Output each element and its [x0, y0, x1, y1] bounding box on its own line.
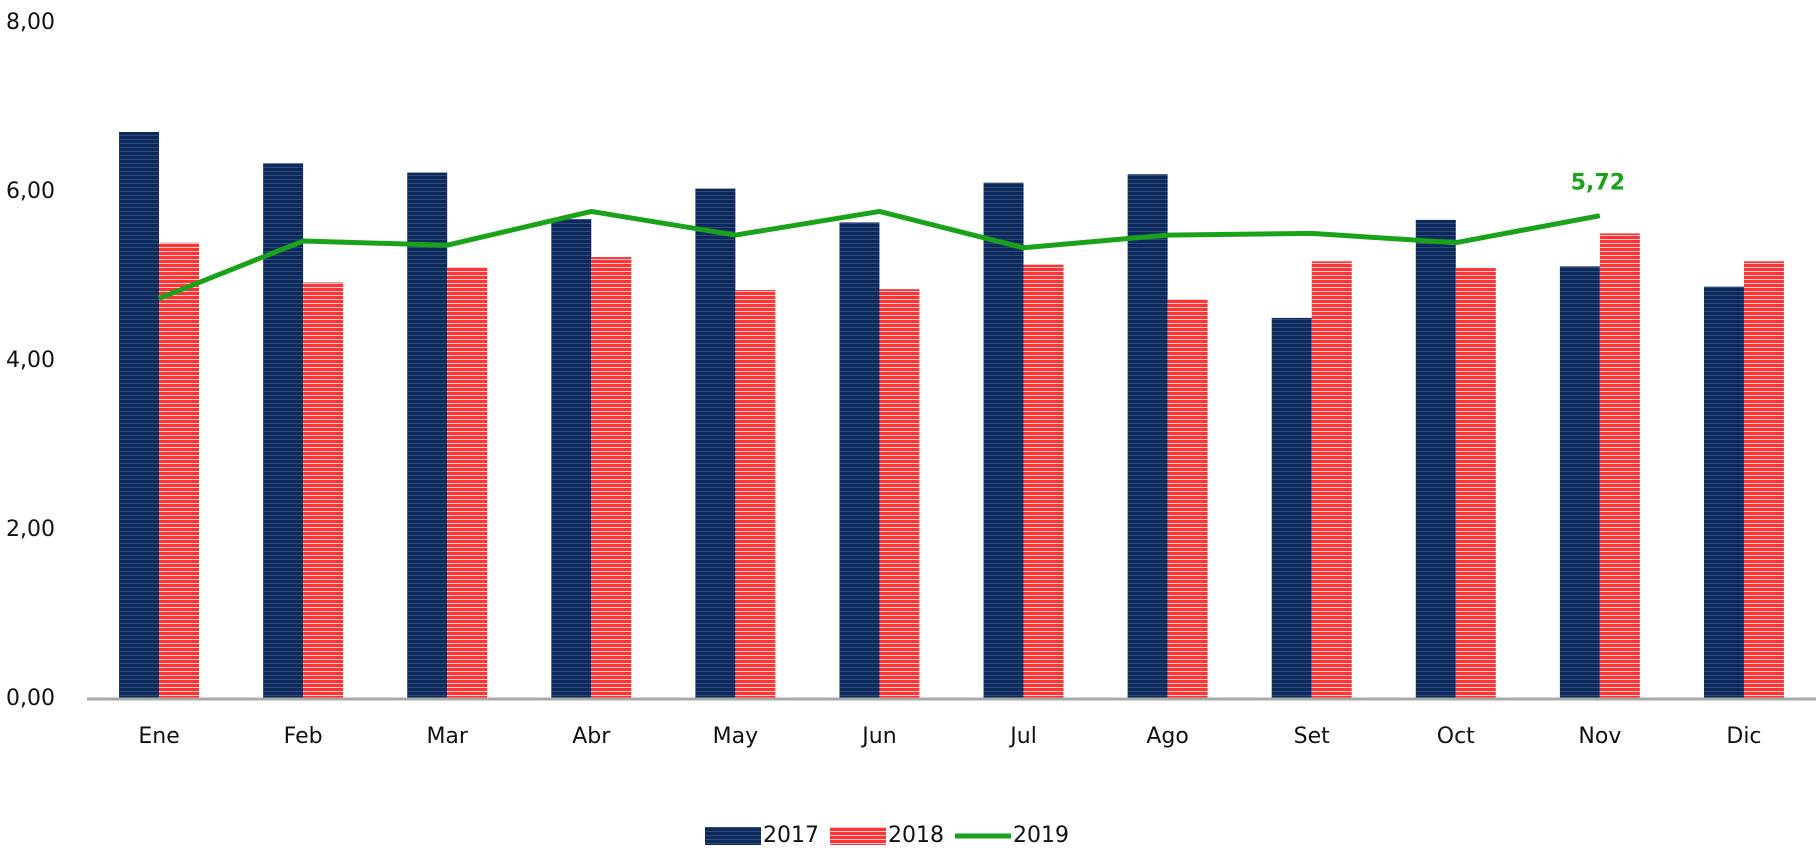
- x-tick-label: Mar: [426, 724, 468, 749]
- y-tick-label: 4,00: [6, 348, 55, 373]
- bar: [1743, 261, 1784, 699]
- legend-label: 2017: [763, 823, 819, 848]
- bar: [551, 219, 592, 700]
- bar: [1599, 233, 1640, 699]
- x-tick-label: Ago: [1146, 724, 1188, 749]
- bar: [1167, 299, 1208, 699]
- bar: [303, 282, 344, 699]
- bar: [839, 222, 880, 700]
- x-tick-label: May: [713, 724, 758, 749]
- bar: [1455, 268, 1496, 699]
- x-tick-label: Ene: [138, 724, 179, 749]
- x-tick-label: Feb: [284, 724, 323, 749]
- bar: [983, 182, 1024, 699]
- bar: [695, 188, 736, 699]
- bar: [159, 242, 200, 699]
- bar: [1271, 317, 1312, 699]
- x-tick-label: Oct: [1437, 724, 1475, 749]
- x-tick-label: Jun: [860, 724, 896, 749]
- bar: [1559, 266, 1600, 699]
- data-label: 5,72: [1571, 171, 1625, 196]
- bar: [591, 257, 632, 699]
- bar: [879, 289, 920, 699]
- bar: [735, 290, 776, 699]
- bar: [1311, 261, 1352, 699]
- y-tick-label: 6,00: [6, 179, 55, 204]
- y-tick-label: 0,00: [6, 686, 55, 711]
- bar: [119, 132, 160, 699]
- x-tick-label: Abr: [572, 724, 611, 749]
- x-tick-label: Nov: [1578, 724, 1621, 749]
- y-tick-label: 2,00: [6, 517, 55, 542]
- bar: [1703, 286, 1744, 699]
- bar: [407, 172, 448, 699]
- x-tick-label: Dic: [1726, 724, 1761, 749]
- legend-swatch: [705, 827, 761, 845]
- bar: [1023, 264, 1064, 699]
- x-tick-label: Jul: [1008, 724, 1037, 749]
- bar: [1415, 219, 1456, 699]
- bar: [447, 267, 488, 699]
- bar: [1127, 174, 1168, 699]
- x-tick-label: Set: [1294, 724, 1331, 749]
- line: [158, 208, 1601, 301]
- legend-label: 2019: [1013, 823, 1069, 848]
- legend-label: 2018: [888, 823, 944, 848]
- y-tick-label: 8,00: [6, 10, 55, 35]
- legend-swatch: [830, 827, 886, 845]
